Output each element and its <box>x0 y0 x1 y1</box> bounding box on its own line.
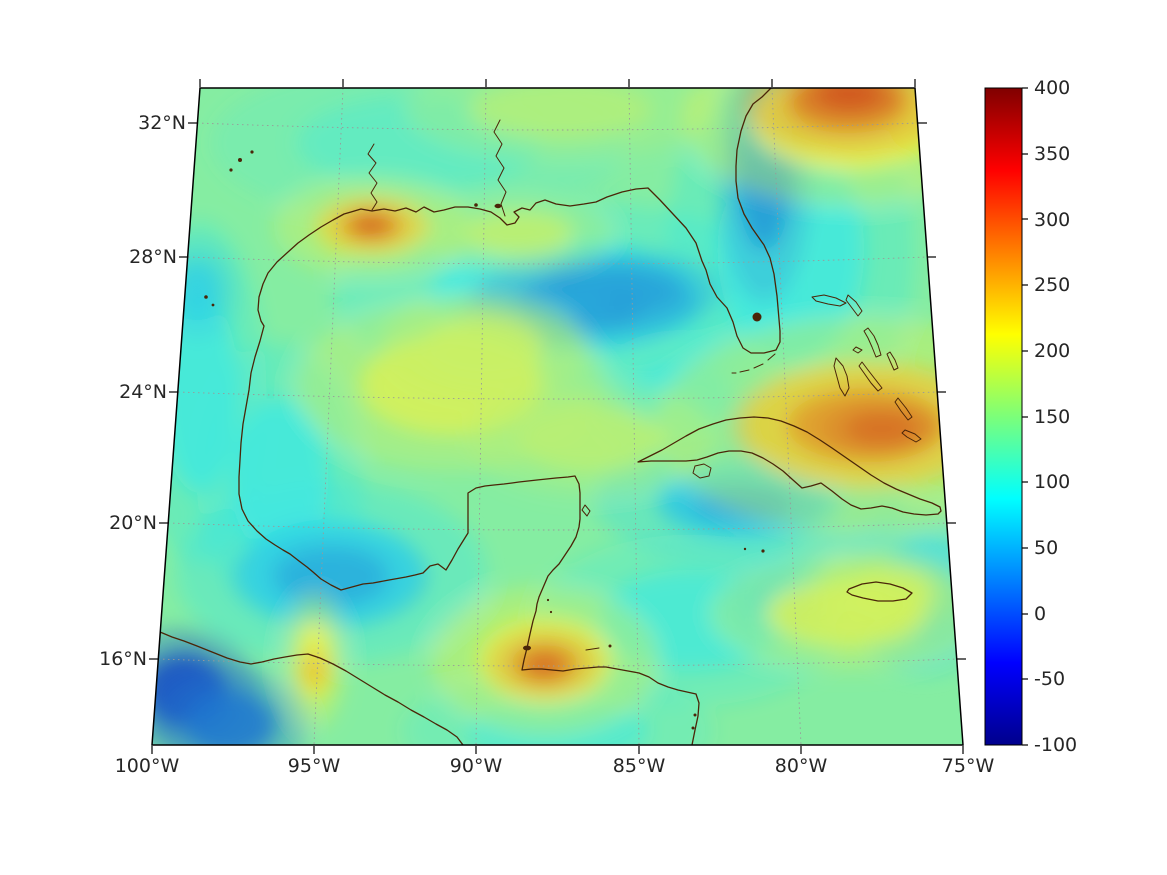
lake-rio-grande-2 <box>211 303 215 307</box>
colorbar-tick-label-350: 350 <box>1034 143 1070 165</box>
river-mississippi <box>493 119 507 217</box>
field-blob-yellow-mississippi-shelf <box>464 210 575 258</box>
map-border <box>151 87 964 746</box>
colorbar-tick-label-m100: -100 <box>1034 734 1077 756</box>
parallel-24n <box>177 391 938 400</box>
island-exuma <box>858 361 883 392</box>
field-blob-yellow-east-of-jamaica <box>843 566 935 621</box>
lake-okeechobee <box>752 312 762 322</box>
field-blob-orange-tip-95w <box>303 657 325 684</box>
lat-tick-label-24n: 24°N <box>119 381 167 403</box>
heatmap-field <box>152 88 963 745</box>
coastline-mainland-gulf <box>238 88 781 745</box>
rivers-and-lakes <box>204 119 762 730</box>
colorbar-labels: 400 350 300 250 200 150 100 50 0 -50 -10… <box>1034 77 1077 756</box>
colorbar-gradient <box>984 87 1023 746</box>
colorbar-tick-label-300: 300 <box>1034 209 1070 231</box>
belize-cay-1 <box>546 598 550 602</box>
field-blob-orange-bahamas-core <box>845 411 919 446</box>
lon-tick-label-95w: 95°W <box>288 755 341 777</box>
colorbar: 400 350 300 250 200 150 100 50 0 -50 -10… <box>984 77 1077 756</box>
lake-pontchartrain <box>494 203 502 209</box>
island-cat <box>886 351 899 371</box>
islands-bahamas <box>811 294 922 443</box>
island-jamaica <box>846 581 913 602</box>
field-blob-blue-south-pacific-coast <box>185 690 277 745</box>
island-eleuthera <box>863 327 882 358</box>
lat-tick-label-20n: 20°N <box>109 512 157 534</box>
heatmap-blobs <box>152 88 963 745</box>
lat-tick-label-32n: 32°N <box>138 112 186 134</box>
island-crooked-acklins <box>901 429 922 443</box>
island-isla-juventud <box>692 463 712 479</box>
colorbar-tick-label-200: 200 <box>1034 340 1070 362</box>
lake-louisiana <box>474 203 478 207</box>
lagoon-mosquitia-1 <box>693 713 697 717</box>
lagoon-mosquitia-2 <box>691 726 695 730</box>
field-blob-yellowgreen-top-center <box>468 88 652 140</box>
parallel-28n <box>187 256 928 265</box>
parallel-32n <box>196 122 919 131</box>
lon-tick-label-75w: 75°W <box>942 755 995 777</box>
coastline-cuba <box>637 416 942 516</box>
lake-izabal <box>523 645 531 651</box>
island-cozumel <box>581 504 591 517</box>
islands-small <box>546 353 776 651</box>
island-guanaja <box>608 644 612 648</box>
colorbar-tick-label-50: 50 <box>1034 537 1058 559</box>
coastline-pacific <box>159 631 464 745</box>
field-blob-blue-bay-of-campeche <box>273 546 389 607</box>
longitude-labels: 100°W 95°W 90°W 85°W 80°W 75°W <box>115 755 995 777</box>
colorbar-ticks <box>1022 87 1028 746</box>
lake-texas-2 <box>250 150 254 154</box>
island-abaco <box>845 294 863 317</box>
lon-tick-label-80w: 80°W <box>775 755 828 777</box>
colorbar-tick-label-400: 400 <box>1034 77 1070 99</box>
island-grand-cayman <box>761 549 765 553</box>
lake-texas-1 <box>238 158 242 162</box>
field-blob-red-texas-coast-core <box>354 216 388 235</box>
florida-keys <box>731 353 776 374</box>
lon-tick-label-90w: 90°W <box>450 755 503 777</box>
belize-cay-2 <box>549 610 553 614</box>
map-area <box>152 88 963 745</box>
lake-rio-grande-1 <box>204 295 208 299</box>
latitude-labels: 32°N 28°N 24°N 20°N 16°N <box>99 112 186 670</box>
colorbar-tick-label-0: 0 <box>1034 603 1046 625</box>
parallel-20n <box>167 522 948 531</box>
colorbar-tick-label-100: 100 <box>1034 471 1070 493</box>
lon-tick-label-100w: 100°W <box>115 755 180 777</box>
field-blob-blue-west-margin <box>172 260 222 322</box>
island-long-island <box>894 397 913 421</box>
field-blob-yellowgreen-yucatan-north <box>518 405 665 473</box>
island-new-providence <box>852 346 863 354</box>
island-little-cayman <box>743 547 747 551</box>
graticule-gridlines <box>157 88 958 745</box>
axis-ticks <box>149 79 966 754</box>
island-grand-bahama <box>811 294 847 307</box>
island-andros <box>833 357 850 397</box>
lat-tick-label-16n: 16°N <box>99 648 147 670</box>
river-texas <box>367 143 378 211</box>
colorbar-tick-label-150: 150 <box>1034 406 1070 428</box>
field-blob-redorange-topright-core <box>815 88 884 110</box>
island-roatan <box>585 647 600 651</box>
colorbar-tick-label-250: 250 <box>1034 274 1070 296</box>
lat-tick-label-28n: 28°N <box>129 246 177 268</box>
lon-tick-label-85w: 85°W <box>613 755 666 777</box>
colorbar-tick-label-m50: -50 <box>1034 668 1065 690</box>
lake-texas-3 <box>229 168 233 172</box>
coastlines <box>159 88 942 745</box>
